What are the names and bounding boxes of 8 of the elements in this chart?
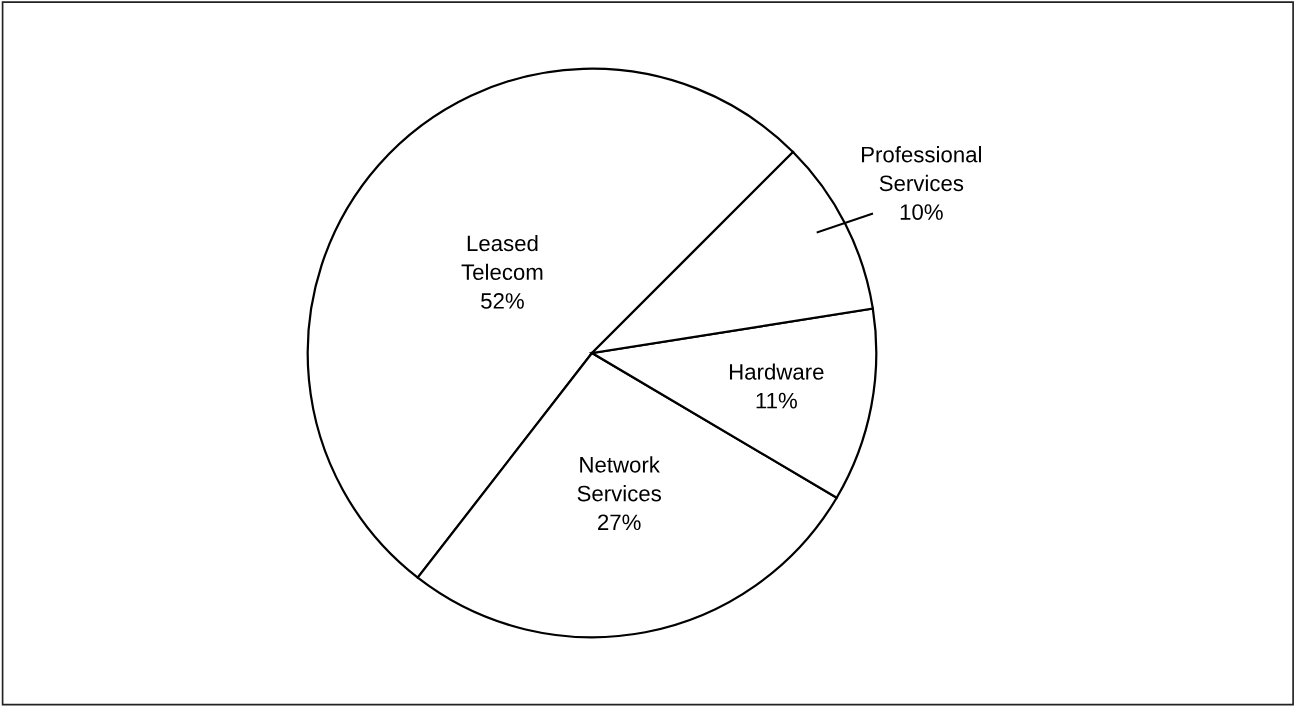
data-label: 52% <box>481 293 524 309</box>
slice-label: Network Services <box>577 456 661 502</box>
data-label: 27% <box>598 514 641 531</box>
slice-label: Hardware <box>729 363 824 380</box>
slice-label: Leased Telecom <box>461 234 543 280</box>
data-label: 10% <box>900 204 943 220</box>
slice-label: Professional Services <box>862 146 981 192</box>
data-label: 11% <box>756 392 797 409</box>
